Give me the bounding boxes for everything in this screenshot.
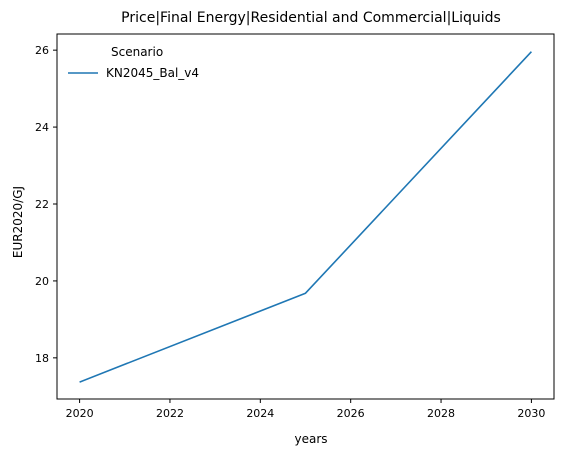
legend-entry-label: KN2045_Bal_v4 [106,66,199,80]
x-tick-label: 2026 [337,407,365,420]
x-axis-label: years [294,432,327,446]
plot-frame [56,33,555,400]
x-axis-ticks: 2020 2022 2024 2026 2028 2030 [66,399,545,420]
x-tick-label: 2024 [246,407,274,420]
x-tick-label: 2030 [517,407,545,420]
y-tick-label: 24 [35,121,49,134]
legend: Scenario KN2045_Bal_v4 [68,45,199,80]
legend-title: Scenario [111,45,163,59]
x-tick-label: 2022 [156,407,184,420]
y-tick-label: 22 [35,198,49,211]
legend-entries: KN2045_Bal_v4 [68,66,199,80]
series-layer [79,51,532,383]
y-tick-label: 18 [35,352,49,365]
x-tick-label: 2020 [66,407,94,420]
y-tick-label: 26 [35,44,49,57]
plot-area [56,33,555,400]
y-axis-ticks: 18 20 22 24 26 [35,44,57,365]
y-axis-label: EUR2020/GJ [11,186,25,258]
series-line [79,51,532,383]
chart-title: Price|Final Energy|Residential and Comme… [121,10,501,26]
y-tick-label: 20 [35,275,49,288]
x-tick-label: 2028 [427,407,455,420]
